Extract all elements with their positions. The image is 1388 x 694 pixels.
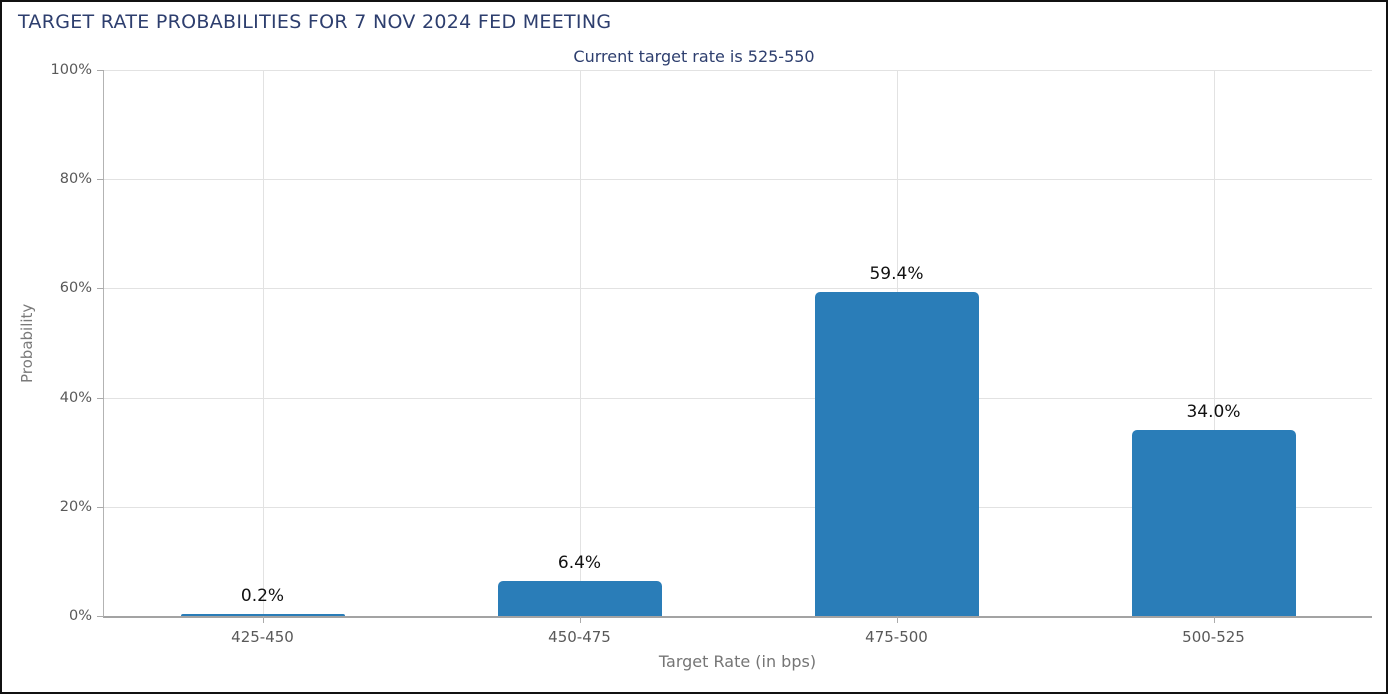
bar-value-label: 59.4% — [869, 263, 924, 284]
y-axis-tick — [97, 616, 104, 617]
x-axis-tick — [262, 616, 264, 623]
bar-value-label: 0.2% — [240, 586, 285, 606]
x-axis-tick — [579, 616, 581, 623]
y-axis-tick — [97, 179, 104, 181]
bar-slots-row: 0.2% 425-450 6.4% 450-475 59.4% 475-500 34.0% 5… — [104, 70, 1372, 646]
bar-value-label: 34.0% — [1186, 402, 1241, 423]
x-axis-tick — [896, 616, 898, 623]
y-axis-tick — [97, 70, 104, 71]
x-tick-label: 500-525 — [1182, 628, 1245, 646]
gridline-vertical — [262, 70, 264, 616]
probability-bar[interactable] — [180, 614, 345, 616]
probability-bar[interactable] — [497, 581, 662, 616]
y-tick-label: 40% — [59, 389, 92, 406]
x-axis-tick — [1213, 616, 1215, 623]
category-slot: 0.2% 425-450 — [104, 70, 421, 646]
y-axis-tick — [97, 288, 104, 290]
y-tick-label: 80% — [59, 171, 92, 188]
y-tick-label: 0% — [68, 608, 92, 624]
gridline-horizontal — [104, 288, 1372, 290]
gridline-horizontal — [104, 506, 1372, 508]
chart-title: TARGET RATE PROBABILITIES FOR 7 NOV 2024… — [18, 11, 612, 33]
category-slot: 59.4% 475-500 — [738, 70, 1055, 646]
y-axis-tick — [97, 397, 104, 399]
y-tick-label: 100% — [50, 62, 92, 78]
category-slot: 6.4% 450-475 — [421, 70, 738, 646]
category-slot: 34.0% 500-525 — [1055, 70, 1372, 646]
gridline-horizontal — [104, 397, 1372, 399]
bar-value-label: 6.4% — [557, 553, 602, 574]
plot-area: 0.2% 425-450 6.4% 450-475 59.4% 475-500 34.0% 5… — [51, 62, 1372, 646]
y-axis-tick — [97, 506, 104, 508]
probability-bar[interactable] — [1131, 430, 1296, 616]
x-tick-label: 450-475 — [548, 628, 611, 646]
y-axis-title: Probability — [18, 303, 36, 383]
x-axis-title: Target Rate (in bps) — [658, 652, 817, 671]
x-tick-label: 425-450 — [231, 628, 294, 646]
y-tick-label: 20% — [59, 498, 92, 515]
gridline-vertical — [1213, 70, 1215, 616]
gridline-horizontal — [104, 70, 1372, 71]
x-tick-label: 475-500 — [865, 628, 928, 646]
gridline-horizontal — [104, 179, 1372, 181]
y-tick-label: 60% — [59, 280, 92, 297]
chart-subtitle: Current target rate is 525-550 — [573, 47, 815, 66]
gridline-vertical — [579, 70, 581, 616]
probability-bar[interactable] — [814, 291, 979, 616]
